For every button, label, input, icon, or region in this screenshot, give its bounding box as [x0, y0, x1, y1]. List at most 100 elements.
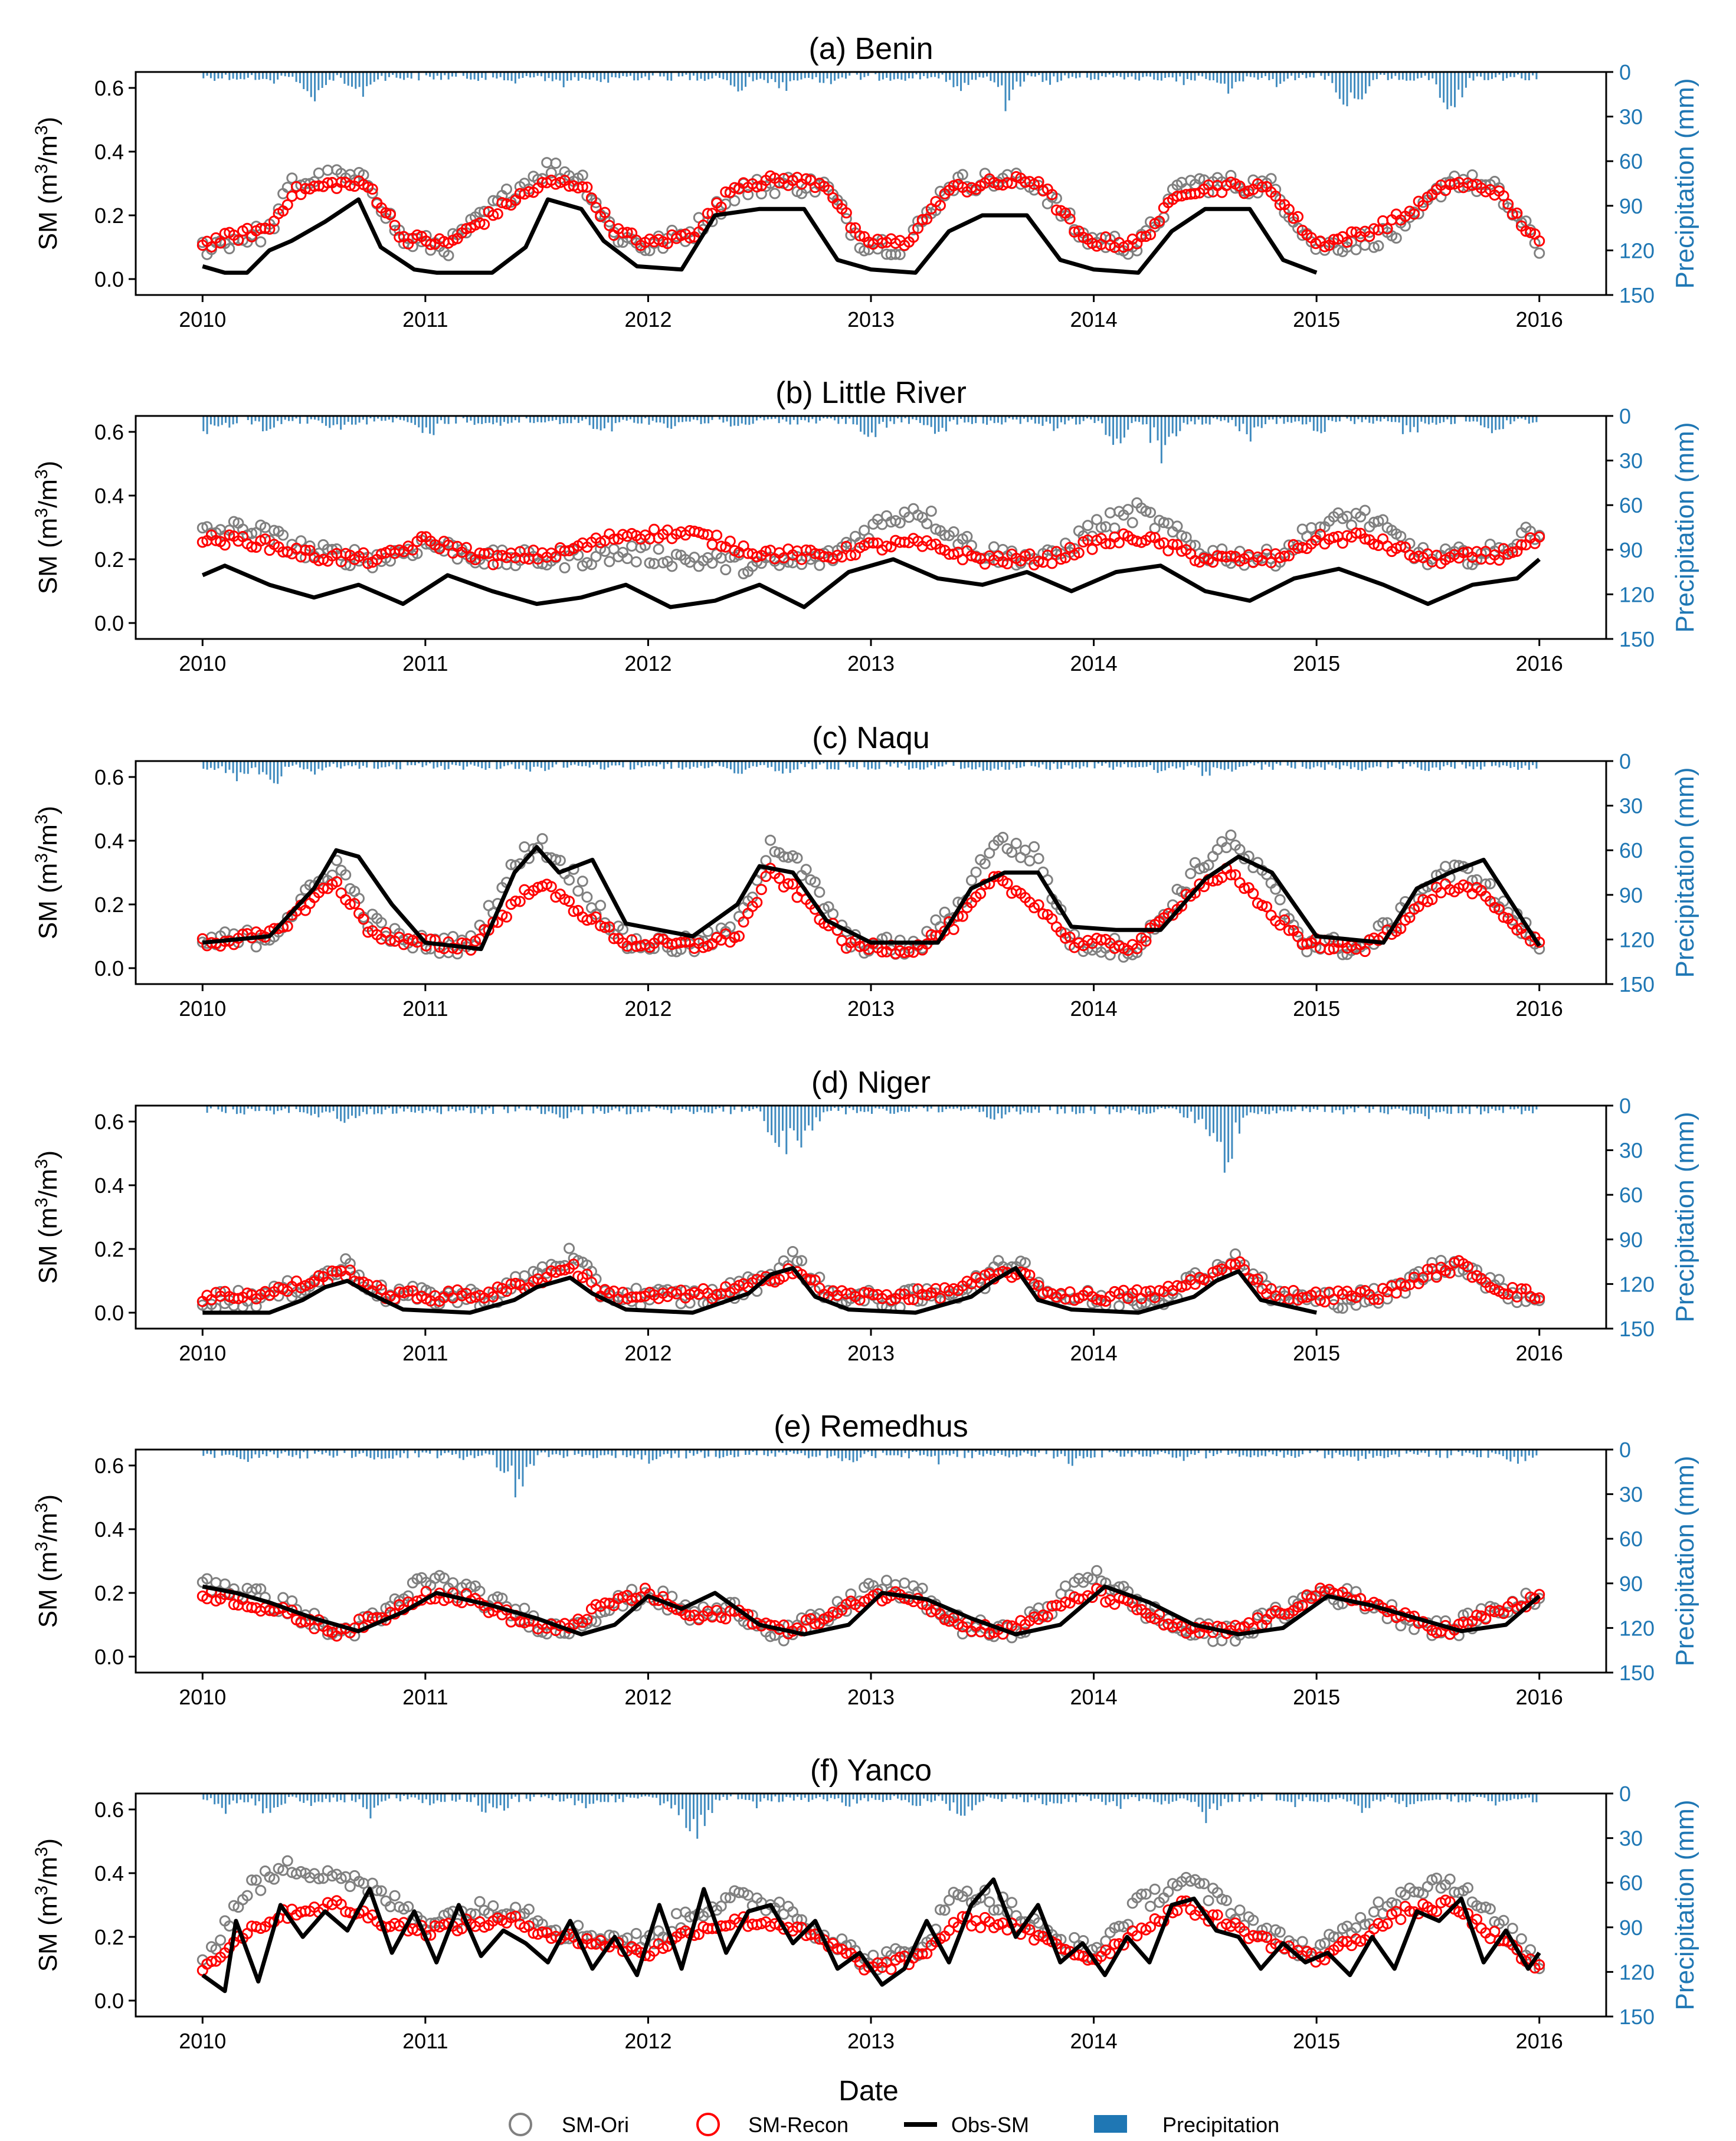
sm-recon-point [344, 899, 356, 910]
sm-recon-point [738, 916, 749, 928]
precipitation-bars [202, 1794, 1538, 1839]
precipitation-bar [548, 1450, 550, 1457]
sm-ori-point [550, 158, 562, 169]
precipitation-bar [844, 1106, 847, 1114]
precipitation-bar [570, 1106, 572, 1113]
precipitation-bar [1446, 1106, 1449, 1114]
precipitation-bar [1469, 761, 1471, 767]
precipitation-bar [956, 1106, 958, 1109]
precipitation-bar [912, 761, 914, 769]
precipitation-bar [1368, 1106, 1371, 1113]
precipitation-bar [1220, 1106, 1222, 1142]
precipitation-bar [1472, 416, 1475, 422]
sm-recon-point [787, 878, 798, 890]
precipitation-bar [1312, 72, 1315, 78]
precipitation-bar [718, 1450, 720, 1458]
precipitation-bar [1253, 1106, 1256, 1113]
precipitation-bar [700, 1450, 702, 1453]
precipitation-bar [1439, 72, 1441, 98]
y-axis-label-superscript: 3 [32, 164, 51, 174]
precipitation-bar [492, 72, 494, 78]
sm-recon-point [876, 237, 888, 249]
precipitation-bar [607, 416, 610, 423]
precipitation-bar [533, 416, 535, 424]
precipitation-bar [956, 416, 958, 425]
precipitation-bar [1516, 1450, 1519, 1464]
precipitation-bar [1257, 72, 1259, 80]
precipitation-bar [629, 1106, 631, 1114]
sm-ori-point [1435, 1255, 1447, 1267]
precipitation-bar [574, 761, 576, 765]
sm-recon-point [402, 1285, 414, 1297]
precipitation-bar [849, 761, 851, 768]
precipitation-bar [1469, 1450, 1471, 1453]
precipitation-bar [900, 416, 903, 422]
precipitation-bar [1175, 416, 1178, 437]
precipitation-bar [1171, 1106, 1174, 1109]
sm-ori-point [925, 505, 937, 517]
precipitation-bar [251, 761, 253, 768]
precipitation-bar [548, 1106, 550, 1112]
sm-ori-point [769, 188, 781, 199]
precipitation-bar [700, 416, 702, 424]
precipitation-bar [343, 1794, 346, 1803]
precipitation-bar [1324, 416, 1326, 432]
sm-recon-point [246, 541, 258, 553]
sm-ori-point [215, 1286, 227, 1297]
precipitation-bar [1016, 1106, 1018, 1112]
precipitation-bar [1119, 1450, 1122, 1457]
sm-recon-point [585, 192, 597, 204]
precipitation-bar [1312, 761, 1315, 768]
precipitation-bar [410, 1106, 412, 1112]
sm-recon-point [916, 214, 928, 225]
precipitation-bar [1049, 72, 1052, 85]
precipitation-bar [1439, 1106, 1441, 1113]
precipitation-bar [377, 1450, 379, 1457]
precipitation-bar [707, 1450, 710, 1457]
precipitation-bar [1532, 72, 1534, 76]
precipitation-bar [1101, 761, 1103, 766]
precipitation-bar [291, 72, 294, 77]
precipitation-bar [1112, 416, 1115, 445]
precipitation-bar [1506, 72, 1508, 78]
precipitation-bar [1361, 1450, 1363, 1456]
precipitation-bar [221, 416, 223, 425]
precipitation-bar [514, 72, 516, 84]
precipitation-bar [1131, 761, 1133, 768]
precipitation-bar [295, 72, 297, 82]
precipitation-bar [830, 761, 832, 769]
precipitation-bar [1305, 1106, 1308, 1109]
precipitation-bar [670, 1450, 673, 1458]
precipitation-bar [1521, 1106, 1523, 1114]
precipitation-bar [466, 1106, 469, 1108]
precipitation-bar [651, 1450, 654, 1461]
sm-recon-point [751, 897, 763, 909]
precipitation-bar [1090, 416, 1092, 420]
precipitation-bar [325, 72, 327, 86]
precipitation-bar [1487, 416, 1489, 428]
precipitation-bar [1368, 761, 1371, 768]
sm-ori-point [899, 1577, 910, 1589]
precipitation-bar [893, 1106, 895, 1114]
precipitation-bar [1242, 1106, 1244, 1118]
precipitation-bar [625, 1106, 628, 1114]
precipitation-bar [1175, 1450, 1178, 1458]
precipitation-bar [343, 416, 346, 425]
sm-recon-point [1041, 1611, 1053, 1622]
precipitation-bar [1060, 761, 1062, 769]
precipitation-bar [912, 1450, 914, 1453]
precipitation-bar [1257, 416, 1259, 427]
sm-recon-point [1154, 1285, 1165, 1297]
precipitation-bar [823, 761, 825, 763]
precipitation-bar [964, 72, 966, 83]
precipitation-bar [949, 72, 951, 80]
precipitation-bar [1498, 416, 1501, 429]
sm-recon-point [1462, 1261, 1473, 1273]
precipitation-bar [755, 1450, 758, 1455]
precipitation-bar [1134, 761, 1136, 768]
precipitation-bar [745, 1450, 747, 1455]
precipitation-bar [1234, 72, 1237, 82]
sm-recon-point [1086, 1591, 1098, 1603]
precipitation-bar [722, 72, 725, 80]
precipitation-bar [830, 1450, 832, 1457]
